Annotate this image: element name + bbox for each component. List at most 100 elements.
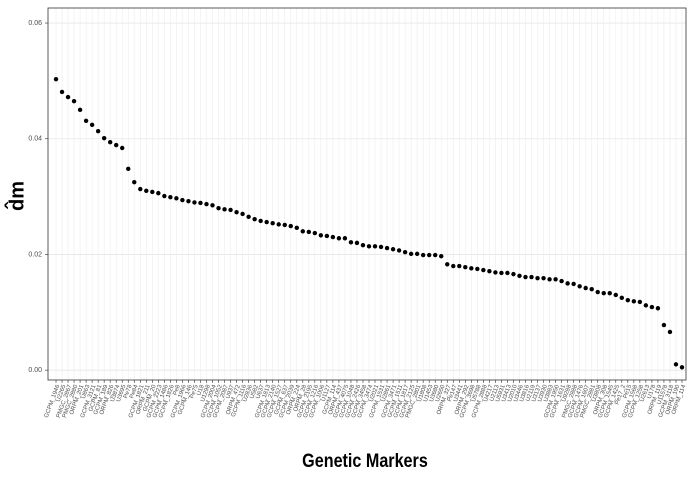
- x-tick-label: U582: [249, 384, 260, 400]
- point: [463, 264, 468, 270]
- x-tick-label: U3695: [116, 384, 128, 403]
- point: [282, 222, 287, 228]
- point: [523, 274, 528, 280]
- point: [457, 263, 462, 269]
- panel: [48, 8, 686, 380]
- point: [258, 218, 263, 224]
- point: [673, 362, 679, 367]
- x-tick-label: U2113: [489, 384, 501, 403]
- x-tick-label: Pe15: [623, 384, 634, 400]
- point: [222, 207, 227, 212]
- x-tick-label: U3413: [501, 384, 513, 403]
- point: [625, 297, 631, 303]
- x-tick-label: U4217: [483, 384, 495, 403]
- point: [288, 223, 293, 229]
- point: [324, 233, 330, 239]
- point: [312, 230, 318, 236]
- point: [77, 107, 83, 113]
- point: [493, 270, 498, 275]
- point: [378, 244, 384, 250]
- point: [439, 253, 444, 259]
- point: [408, 251, 414, 257]
- point: [168, 194, 173, 200]
- point: [59, 89, 65, 95]
- point: [150, 189, 155, 195]
- point: [144, 188, 149, 194]
- x-tick-label: U18: [196, 384, 206, 397]
- point: [294, 225, 299, 231]
- point: [156, 190, 161, 196]
- point: [71, 98, 77, 104]
- point: [631, 299, 637, 304]
- x-axis-title: Genetic Markers: [302, 450, 428, 472]
- point: [661, 322, 667, 328]
- point: [619, 295, 624, 301]
- point: [330, 234, 336, 240]
- point: [114, 142, 119, 148]
- x-tick-label: U3680: [429, 384, 441, 403]
- point: [366, 244, 372, 249]
- point: [228, 207, 233, 213]
- point: [451, 263, 456, 269]
- x-tick-label: U9288: [561, 384, 573, 403]
- point: [535, 275, 540, 281]
- point: [601, 291, 606, 296]
- point: [240, 211, 245, 217]
- x-tick-label: U3446: [513, 384, 525, 403]
- x-tick-label: Pe147: [447, 384, 459, 403]
- point: [481, 267, 486, 273]
- point: [571, 281, 576, 287]
- x-tick-label: Pe84: [129, 384, 140, 400]
- y-tick-label: 0.02: [28, 251, 42, 258]
- point: [583, 285, 588, 291]
- point: [649, 304, 655, 310]
- point: [372, 244, 378, 249]
- x-tick-label: U2119: [525, 384, 537, 403]
- point: [126, 166, 131, 172]
- point: [53, 76, 59, 82]
- y-axis-title: d̂m: [4, 181, 29, 211]
- point: [445, 262, 450, 267]
- point: [348, 240, 354, 245]
- point: [420, 252, 426, 258]
- x-tick-label: U937: [225, 384, 236, 400]
- point: [667, 329, 673, 335]
- point: [264, 219, 269, 225]
- x-tick-label: U2613: [640, 384, 652, 403]
- point: [559, 278, 564, 284]
- point: [65, 94, 71, 100]
- x-tick-label: U178: [647, 384, 658, 400]
- x-tick-label: U1298: [200, 384, 212, 403]
- x-tick-label: U3816: [519, 384, 531, 403]
- point: [252, 216, 257, 222]
- point: [83, 118, 89, 124]
- point: [180, 197, 185, 203]
- x-tick-label: U2836: [242, 384, 254, 403]
- point: [162, 193, 167, 199]
- point: [541, 275, 546, 281]
- point: [342, 236, 348, 241]
- point: [517, 273, 522, 279]
- x-tick-label: Pe8: [172, 384, 182, 397]
- y-tick-label: 0.00: [28, 367, 42, 374]
- x-tick-label: U863: [81, 384, 92, 400]
- point: [607, 291, 612, 296]
- point: [95, 129, 101, 134]
- point: [174, 196, 179, 201]
- x-tick-label: U2265: [56, 384, 68, 403]
- point: [198, 200, 203, 206]
- point: [565, 281, 570, 286]
- point: [499, 270, 504, 276]
- point: [204, 201, 209, 207]
- point: [511, 271, 516, 277]
- point: [138, 186, 143, 192]
- point: [487, 269, 492, 274]
- x-tick-label: U2010: [507, 384, 519, 403]
- x-tick-label: U3874: [110, 384, 122, 403]
- point: [613, 292, 618, 298]
- point: [120, 145, 125, 151]
- point: [505, 270, 510, 276]
- point: [655, 306, 661, 311]
- point: [318, 233, 324, 238]
- x-tick-label: U5931: [495, 384, 507, 403]
